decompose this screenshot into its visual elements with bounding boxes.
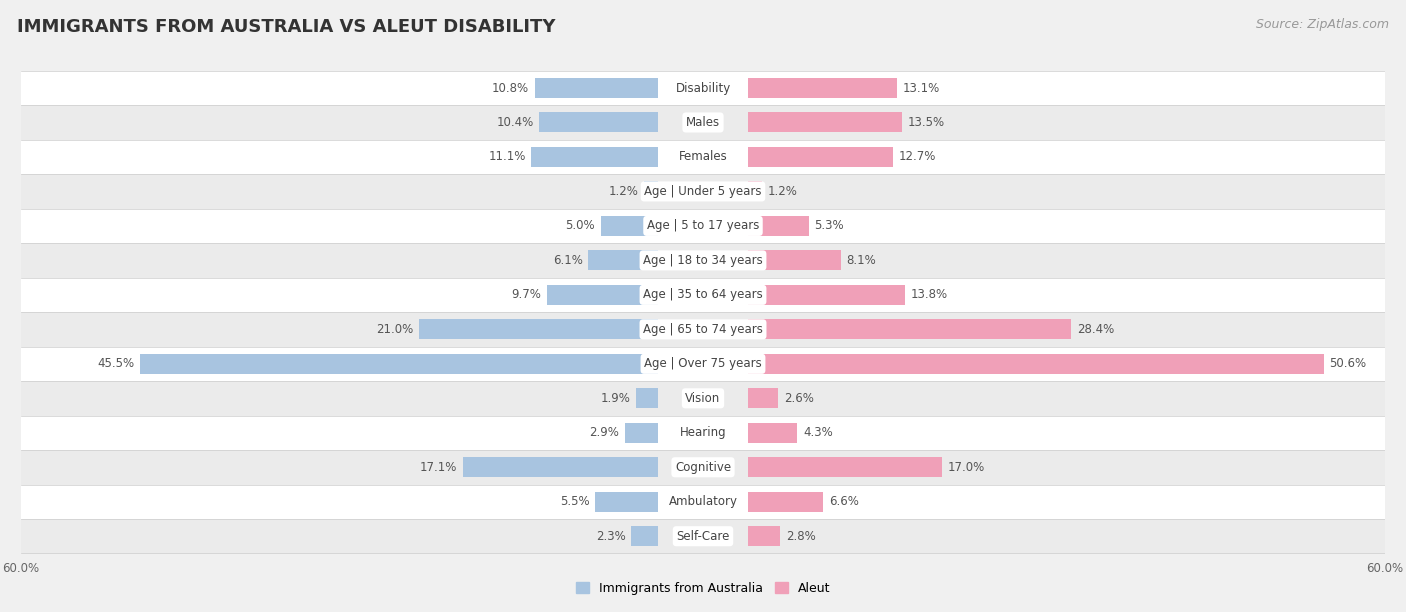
Text: Source: ZipAtlas.com: Source: ZipAtlas.com [1256,18,1389,31]
Bar [21,519,1385,553]
Text: 5.5%: 5.5% [560,495,589,508]
Text: 17.0%: 17.0% [948,461,984,474]
Text: 1.2%: 1.2% [768,185,797,198]
Bar [748,147,893,167]
Text: Vision: Vision [685,392,721,405]
Bar [531,147,658,167]
Text: Females: Females [679,151,727,163]
Text: 4.3%: 4.3% [803,427,832,439]
Bar [748,492,824,512]
Text: 21.0%: 21.0% [375,323,413,336]
Bar [748,526,780,547]
Text: 1.2%: 1.2% [609,185,638,198]
Text: Cognitive: Cognitive [675,461,731,474]
Bar [624,423,658,443]
Bar [540,113,658,132]
Bar [748,285,905,305]
Bar [748,457,942,477]
Text: 5.3%: 5.3% [814,220,844,233]
Bar [631,526,658,547]
Text: Self-Care: Self-Care [676,530,730,543]
Text: 12.7%: 12.7% [898,151,936,163]
Bar [21,381,1385,416]
Bar [21,243,1385,278]
Text: 10.8%: 10.8% [492,81,529,94]
Text: 13.8%: 13.8% [911,288,948,301]
Text: 2.6%: 2.6% [783,392,814,405]
Text: 50.6%: 50.6% [1329,357,1367,370]
Bar [419,319,658,340]
Bar [21,105,1385,140]
Text: 28.4%: 28.4% [1077,323,1114,336]
Bar [748,423,797,443]
Text: 10.4%: 10.4% [496,116,534,129]
Bar [748,354,1323,374]
Text: Age | 35 to 64 years: Age | 35 to 64 years [643,288,763,301]
Text: Disability: Disability [675,81,731,94]
Bar [748,216,808,236]
Bar [748,250,841,271]
Bar [21,278,1385,312]
Text: 11.1%: 11.1% [488,151,526,163]
Text: Age | 5 to 17 years: Age | 5 to 17 years [647,220,759,233]
Bar [21,450,1385,485]
Text: Ambulatory: Ambulatory [668,495,738,508]
Text: 2.8%: 2.8% [786,530,815,543]
Bar [595,492,658,512]
Bar [748,319,1071,340]
Text: Hearing: Hearing [679,427,727,439]
Text: 2.9%: 2.9% [589,427,619,439]
Bar [21,346,1385,381]
Text: 6.6%: 6.6% [830,495,859,508]
Bar [463,457,658,477]
Bar [748,113,901,132]
Bar [534,78,658,98]
Text: 6.1%: 6.1% [553,254,582,267]
Text: 13.1%: 13.1% [903,81,941,94]
Bar [21,140,1385,174]
Text: Males: Males [686,116,720,129]
Bar [21,209,1385,243]
Bar [600,216,658,236]
Text: IMMIGRANTS FROM AUSTRALIA VS ALEUT DISABILITY: IMMIGRANTS FROM AUSTRALIA VS ALEUT DISAB… [17,18,555,36]
Bar [636,389,658,408]
Bar [547,285,658,305]
Bar [21,416,1385,450]
Bar [141,354,658,374]
Text: 1.9%: 1.9% [600,392,630,405]
Text: Age | Over 75 years: Age | Over 75 years [644,357,762,370]
Text: Age | Under 5 years: Age | Under 5 years [644,185,762,198]
Text: 2.3%: 2.3% [596,530,626,543]
Bar [21,485,1385,519]
Legend: Immigrants from Australia, Aleut: Immigrants from Australia, Aleut [576,582,830,595]
Text: Age | 65 to 74 years: Age | 65 to 74 years [643,323,763,336]
Text: 8.1%: 8.1% [846,254,876,267]
Text: 17.1%: 17.1% [420,461,457,474]
Bar [748,78,897,98]
Bar [748,181,762,201]
Text: 45.5%: 45.5% [97,357,135,370]
Text: 13.5%: 13.5% [908,116,945,129]
Bar [21,174,1385,209]
Text: 9.7%: 9.7% [512,288,541,301]
Text: 5.0%: 5.0% [565,220,595,233]
Bar [21,312,1385,346]
Bar [588,250,658,271]
Bar [644,181,658,201]
Bar [21,71,1385,105]
Bar [748,389,778,408]
Text: Age | 18 to 34 years: Age | 18 to 34 years [643,254,763,267]
